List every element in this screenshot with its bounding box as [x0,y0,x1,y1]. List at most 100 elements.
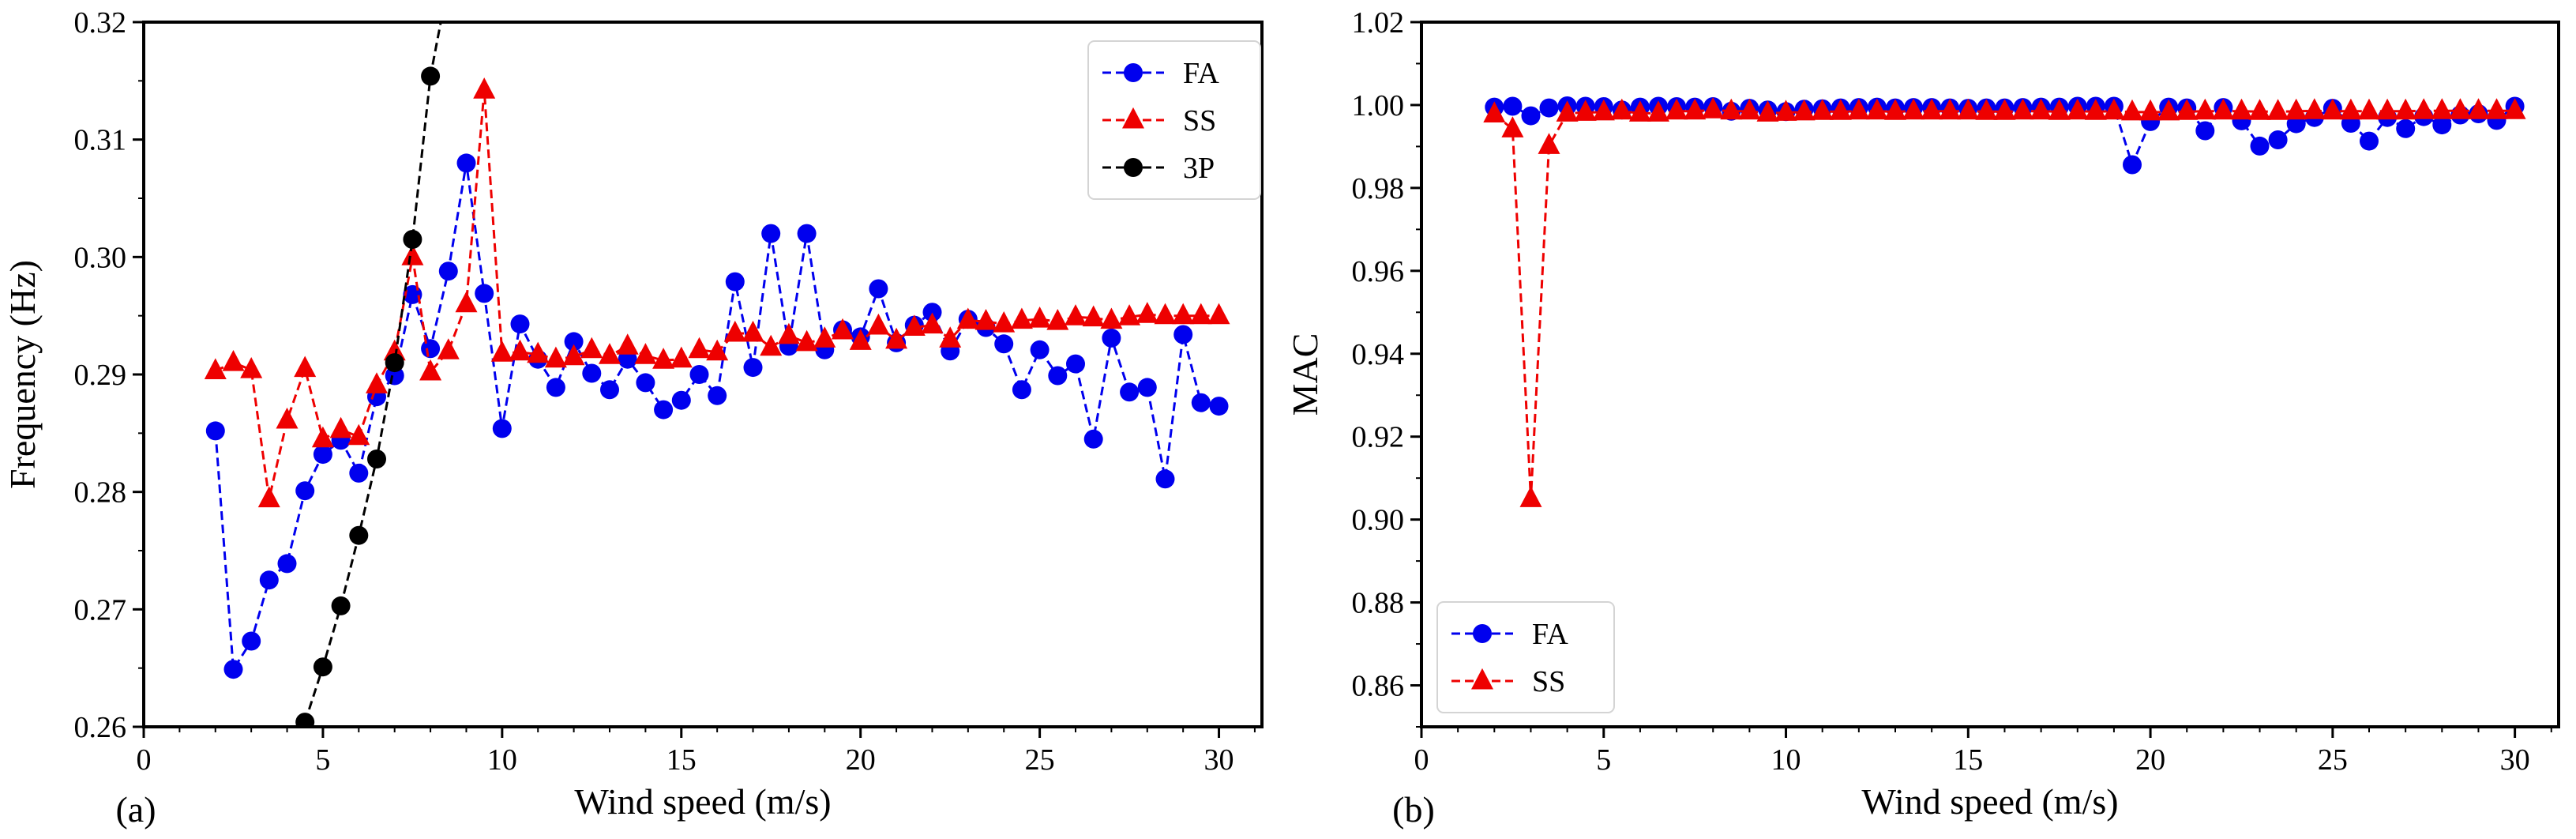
data-point-ss [2139,99,2162,121]
data-point-ss [366,372,388,393]
data-point-ss [2157,99,2180,121]
legend: FA SS 3P [1087,40,1261,200]
data-point-ss [2449,98,2472,119]
data-point-fa [582,363,602,383]
data-point-fa [421,339,441,359]
data-point-fa [1066,354,1085,374]
data-point-fa [1030,340,1050,359]
data-point-fa [1083,429,1103,449]
x-tick-label: 25 [1025,743,1055,777]
data-point-fa [313,445,332,465]
data-point-ss [1028,307,1051,328]
data-point-ss [2176,99,2199,120]
data-point-ss [849,329,872,350]
data-point-ss [311,426,334,448]
legend-marker-circle [1473,624,1492,643]
legend-marker-triangle [1122,107,1144,129]
data-point-ss [240,357,263,378]
data-point-ss [2048,99,2071,120]
series-line-fa [214,163,1219,673]
y-tick-label: 1.00 [1352,89,1405,122]
x-tick-label: 30 [2500,743,2530,777]
data-point-ss [1684,98,1707,120]
data-point-fa [994,334,1014,354]
panel-b: 0 5 10 15 20 25 30 0.86 0.88 0.90 0.92 0.94 0.96 0.98… [1285,6,2560,830]
data-point-ss [1665,98,1688,120]
data-point-fa [708,386,727,405]
data-point-ss [347,423,370,446]
data-point-ss [544,346,567,368]
data-point-ss [1993,99,2016,120]
data-point-fa [546,378,565,397]
y-axis-title: Frequency (Hz) [2,260,43,489]
data-point-ss [1884,99,1906,120]
data-point-ss [1939,98,1962,120]
data-point-fa [295,481,315,501]
x-tick-label: 20 [2135,743,2165,777]
data-point-fa [205,421,225,441]
y-tick-label: 0.90 [1352,504,1405,537]
data-point-fa [797,224,817,243]
data-point-fa [1191,393,1211,412]
data-point-ss [1136,302,1158,323]
data-point-ss [1118,304,1141,325]
x-tick-label: 10 [1771,743,1801,777]
data-point-ss [2212,98,2235,120]
data-point-fa [1048,366,1068,386]
y-tick-label: 0.94 [1352,338,1405,371]
data-point-3p [349,525,369,545]
data-point-ss [1501,116,1524,137]
y-tick-label: 0.86 [1352,670,1405,703]
data-point-3p [331,596,351,615]
data-point-ss [276,407,299,429]
y-tick-label: 0.98 [1352,172,1405,205]
data-point-ss [1172,303,1195,325]
data-point-ss [580,337,603,359]
legend-marker-triangle [1471,668,1493,690]
data-point-fa [510,314,530,334]
data-point-ss [885,327,908,349]
data-point-ss [2266,99,2289,120]
data-point-ss [490,340,513,362]
data-point-fa [1137,378,1157,397]
data-point-fa [922,303,942,322]
data-point-ss [2321,98,2344,120]
data-point-fa [349,463,369,483]
data-point-fa [2432,115,2452,135]
data-point-fa [242,631,261,651]
legend-label-ss: SS [1532,665,1565,698]
data-point-fa [671,390,691,410]
data-point-ss [867,313,890,335]
y-tick-label: 0.30 [74,241,127,274]
data-point-ss [329,416,352,438]
data-point-fa [743,358,763,378]
data-point-ss [1921,98,1943,120]
data-point-ss [2358,98,2380,120]
plot-frame [142,21,1264,728]
data-point-ss [527,341,550,363]
data-point-ss [1902,98,1925,120]
data-point-fa [761,224,781,243]
data-point-ss [1720,98,1743,120]
data-point-fa [475,284,494,303]
x-tick-label: 15 [667,743,697,777]
data-point-ss [1628,100,1651,122]
data-point-ss [1082,305,1105,327]
data-point-ss [723,320,746,342]
data-point-fa [564,332,584,352]
data-point-fa [385,366,404,386]
data-point-ss [473,77,496,99]
data-point-ss [1975,99,1998,120]
data-point-ss [2030,98,2052,120]
data-point-ss [2394,98,2417,120]
data-point-ss [777,322,800,344]
series-line-ss [1493,108,2515,499]
data-point-ss [1738,98,1761,120]
y-tick-label: 0.26 [74,711,127,744]
data-point-ss [1592,99,1615,121]
panel-label: (b) [1392,789,1435,830]
data-point-ss [2230,98,2253,120]
plot-area [1483,96,2526,507]
data-point-ss [1519,486,1542,507]
